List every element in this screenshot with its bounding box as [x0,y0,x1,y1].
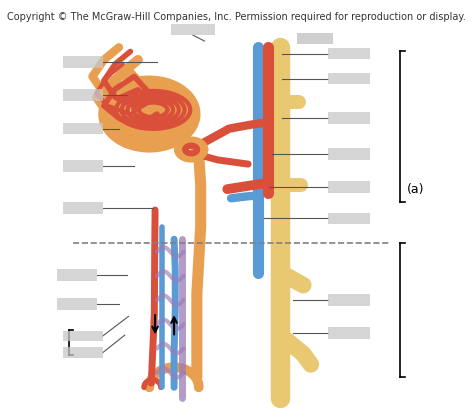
Bar [328,294,370,305]
Bar [328,213,370,224]
Text: Copyright © The McGraw-Hill Companies, Inc. Permission required for reproduction: Copyright © The McGraw-Hill Companies, I… [8,12,466,22]
Bar [57,298,97,310]
Bar [63,347,103,358]
Bar [328,48,370,59]
Bar [328,73,370,84]
Bar [328,113,370,124]
Bar [328,148,370,160]
Text: (a): (a) [407,183,424,196]
Bar [171,24,215,35]
Bar [63,160,103,172]
Bar [57,269,97,281]
Bar [328,181,370,193]
Bar [63,56,103,68]
Bar [63,123,103,134]
Bar [63,89,103,101]
Bar [297,33,333,44]
Bar [63,202,103,214]
Bar [63,331,103,341]
Bar [328,327,370,339]
